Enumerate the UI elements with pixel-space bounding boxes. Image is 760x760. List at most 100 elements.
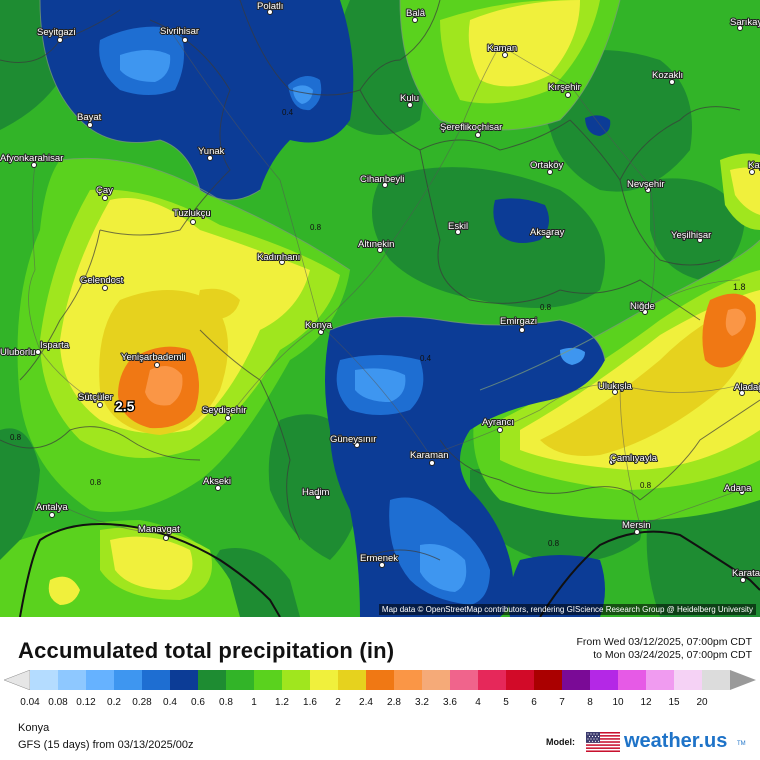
brand-trademark: TM <box>737 741 746 747</box>
legend-swatch <box>338 670 367 690</box>
legend-swatch <box>506 670 535 690</box>
city-mersin: Mersin <box>621 519 652 535</box>
brand-logo[interactable]: weather.us <box>624 730 728 752</box>
legend-tick-label: 10 <box>612 697 624 708</box>
city-altinekin: Altınekin <box>357 238 395 253</box>
city-bala: Balâ <box>405 7 427 23</box>
svg-text:Tuzlukçu: Tuzlukçu <box>173 208 211 219</box>
legend-tick-label: 0.6 <box>191 697 205 708</box>
legend-tick-label: 0.4 <box>163 697 177 708</box>
legend-tick-label: 0.08 <box>48 697 68 708</box>
city-hadim: Hadim <box>301 486 331 500</box>
city-akseki: Akseki <box>202 475 232 491</box>
svg-text:Kaman: Kaman <box>487 43 517 54</box>
svg-text:Aladağ: Aladağ <box>734 382 760 393</box>
svg-text:Akseki: Akseki <box>203 476 231 487</box>
legend-swatch <box>170 670 199 690</box>
location-name: Konya <box>18 722 50 734</box>
legend-swatch <box>422 670 451 690</box>
svg-text:Seydişehir: Seydişehir <box>202 405 246 416</box>
city-kozakli: Kozaklı <box>651 69 684 85</box>
legend-swatch <box>114 670 143 690</box>
legend-tick-label: 1 <box>251 697 257 708</box>
svg-text:Nevşehir: Nevşehir <box>627 179 665 190</box>
map-attribution[interactable]: Map data © OpenStreetMap contributors, r… <box>378 604 756 615</box>
legend-left-arrow <box>4 670 31 690</box>
contour-label: 0.8 <box>640 481 652 490</box>
city-kirsehir: Kırşehir <box>547 81 582 98</box>
city-sivrihisar: Sivrihisar <box>159 25 200 43</box>
city-aladag: Aladağ <box>733 381 760 396</box>
legend-swatch <box>254 670 283 690</box>
svg-text:Yenişarbademli: Yenişarbademli <box>121 352 186 363</box>
legend-tick-label: 1.2 <box>275 697 289 708</box>
city-eskil: Eskil <box>447 220 469 235</box>
roads <box>28 29 741 536</box>
legend-swatch <box>86 670 115 690</box>
city-konya: Konya <box>304 319 334 335</box>
city-karaman: Karaman <box>409 449 450 466</box>
legend-swatch <box>226 670 255 690</box>
city-ermenek: Ermenek <box>359 552 399 568</box>
city-ayranci: Ayrancı <box>481 416 515 433</box>
svg-text:Altınekin: Altınekin <box>358 239 394 250</box>
svg-text:Afyonkarahisar: Afyonkarahisar <box>0 153 63 164</box>
precipitation-map[interactable]: 0.4 0.8 0.8 0.8 0.4 0.8 0.8 0.8 2.5 1.8 … <box>0 0 760 617</box>
map-canvas[interactable]: 0.4 0.8 0.8 0.8 0.4 0.8 0.8 0.8 2.5 1.8 … <box>0 0 760 617</box>
city-nevsehir: Nevşehir <box>626 178 666 193</box>
city-isparta: Isparta <box>35 339 71 355</box>
svg-text:Şereflikoçhisar: Şereflikoçhisar <box>440 122 502 133</box>
svg-text:Polatlı: Polatlı <box>257 1 283 12</box>
city-kayseri: Kayseri <box>747 159 760 175</box>
svg-text:Kırşehir: Kırşehir <box>548 82 581 93</box>
svg-text:Cihanbeyli: Cihanbeyli <box>360 174 404 185</box>
svg-text:Seyitgazi: Seyitgazi <box>37 27 76 38</box>
legend-swatch <box>534 670 563 690</box>
legend-swatch <box>282 670 311 690</box>
city-sarikaya: Sarıkaya <box>729 16 760 31</box>
city-camliyayla: Çamlıyayla <box>609 452 659 465</box>
legend-tick-label: 15 <box>668 697 680 708</box>
legend-swatch <box>58 670 87 690</box>
legend-tick-label: 3.6 <box>443 697 457 708</box>
legend-tick-label: 2 <box>335 697 341 708</box>
svg-text:Ayrancı: Ayrancı <box>482 417 514 428</box>
date-range: From Wed 03/12/2025, 07:00pm CDT to Mon … <box>577 636 752 662</box>
contour-label: 0.4 <box>282 108 294 117</box>
chart-title: Accumulated total precipitation (in) <box>18 638 395 663</box>
city-manavgat: Manavgat <box>137 523 181 541</box>
legend-tick-label: 12 <box>640 697 652 708</box>
contour-label: 0.8 <box>540 303 552 312</box>
city-adana: Adana <box>723 482 753 495</box>
svg-text:Uluborlu: Uluborlu <box>0 347 35 358</box>
svg-text:Çamlıyayla: Çamlıyayla <box>610 453 658 464</box>
legend-tick-label: 0.28 <box>132 697 152 708</box>
city-gelendost: Gelendost <box>79 274 125 291</box>
legend-swatch <box>310 670 339 690</box>
svg-text:Manavgat: Manavgat <box>138 524 180 535</box>
date-from: From Wed 03/12/2025, 07:00pm CDT <box>576 636 752 648</box>
contour-label: 0.8 <box>310 223 322 232</box>
max-precip-label: 2.5 <box>115 398 135 414</box>
city-markers: Polatlı Balâ Sarıkaya Seyitgazi Sivrihis… <box>0 0 760 583</box>
legend-tick-label: 0.2 <box>107 697 121 708</box>
date-to: to Mon 03/24/2025, 07:00pm CDT <box>593 649 752 661</box>
legend-tick-label: 4 <box>475 697 481 708</box>
city-aksaray: Aksaray <box>529 226 566 239</box>
legend-tick-label: 5 <box>503 697 509 708</box>
svg-text:Kadınhanı: Kadınhanı <box>257 252 300 263</box>
contour-value-labels: 0.4 0.8 0.8 0.8 0.4 0.8 0.8 0.8 <box>10 108 652 548</box>
city-ortakoy: Ortaköy <box>529 159 565 175</box>
city-emirgazi: Emirgazi <box>499 315 538 333</box>
city-kaman: Kaman <box>486 42 518 58</box>
city-kadinhani: Kadınhanı <box>256 251 301 265</box>
legend-tick-label: 0.8 <box>219 697 233 708</box>
city-guneysinir: Güneysınır <box>329 433 377 448</box>
svg-text:Balâ: Balâ <box>406 8 426 19</box>
legend-tick-label: 2.4 <box>359 697 373 708</box>
legend-swatch <box>618 670 647 690</box>
city-seydisehir: Seydişehir <box>201 404 247 421</box>
svg-text:Kozaklı: Kozaklı <box>652 70 683 81</box>
max-precip-label: 1.8 <box>733 282 746 292</box>
city-uluborlu: Uluborlu <box>0 346 36 359</box>
